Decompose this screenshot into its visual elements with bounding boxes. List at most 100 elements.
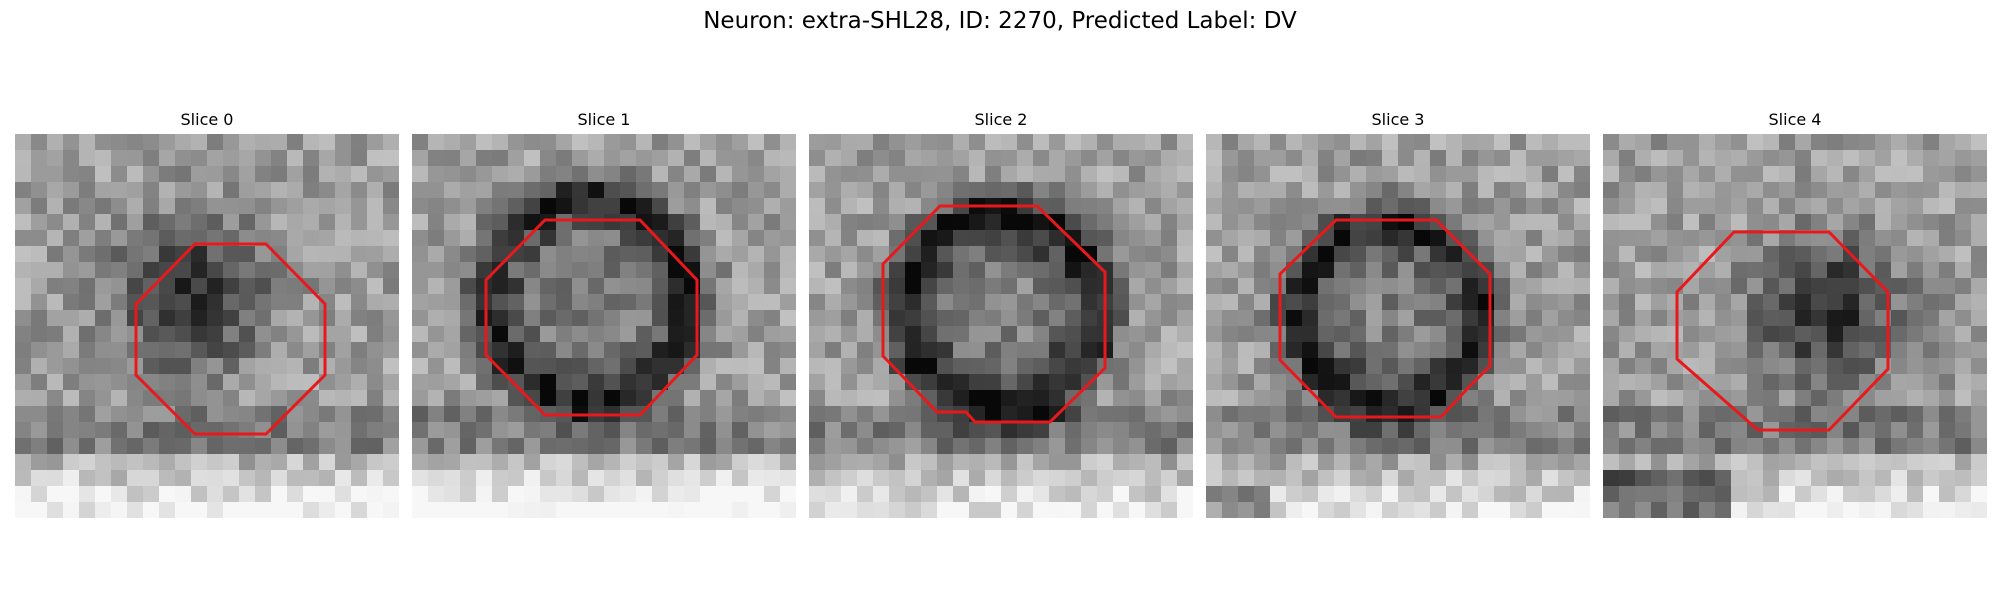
pixel bbox=[271, 502, 287, 518]
pixel bbox=[1651, 134, 1667, 150]
pixel bbox=[31, 438, 47, 454]
pixel bbox=[668, 374, 684, 390]
pixel bbox=[1238, 326, 1254, 342]
pixel bbox=[1667, 246, 1683, 262]
pixel bbox=[524, 374, 540, 390]
pixel bbox=[1065, 470, 1081, 486]
pixel bbox=[1161, 214, 1177, 230]
pixel bbox=[1494, 486, 1510, 502]
pixel bbox=[255, 262, 271, 278]
pixel bbox=[143, 502, 159, 518]
pixel bbox=[1955, 358, 1971, 374]
pixel bbox=[1526, 406, 1542, 422]
pixel bbox=[15, 358, 31, 374]
pixel bbox=[239, 294, 255, 310]
pixel bbox=[556, 326, 572, 342]
pixel bbox=[1683, 406, 1699, 422]
pixel bbox=[303, 326, 319, 342]
pixel bbox=[1891, 182, 1907, 198]
pixel bbox=[1302, 182, 1318, 198]
pixel bbox=[1811, 230, 1827, 246]
pixel bbox=[1254, 182, 1270, 198]
pixel bbox=[1270, 198, 1286, 214]
pixel bbox=[143, 294, 159, 310]
slice-image-4 bbox=[1603, 134, 1987, 518]
pixel bbox=[1510, 214, 1526, 230]
pixel bbox=[31, 310, 47, 326]
pixel bbox=[428, 294, 444, 310]
pixel bbox=[1827, 182, 1843, 198]
pixel bbox=[1811, 262, 1827, 278]
pixel bbox=[1366, 262, 1382, 278]
pixel bbox=[1446, 134, 1462, 150]
pixel bbox=[47, 470, 63, 486]
pixel bbox=[63, 358, 79, 374]
pixel bbox=[1939, 230, 1955, 246]
pixel bbox=[905, 342, 921, 358]
pixel bbox=[1001, 166, 1017, 182]
pixel bbox=[716, 278, 732, 294]
pixel bbox=[1350, 502, 1366, 518]
pixel bbox=[1081, 406, 1097, 422]
pixel bbox=[1177, 246, 1193, 262]
pixel bbox=[492, 182, 508, 198]
pixel bbox=[1222, 342, 1238, 358]
pixel bbox=[1366, 166, 1382, 182]
pixel bbox=[1667, 230, 1683, 246]
pixel bbox=[1619, 342, 1635, 358]
pixel bbox=[1699, 502, 1715, 518]
pixel bbox=[1430, 358, 1446, 374]
pixel bbox=[889, 246, 905, 262]
pixel bbox=[1715, 278, 1731, 294]
pixel bbox=[335, 438, 351, 454]
pixel bbox=[47, 182, 63, 198]
pixel bbox=[1318, 262, 1334, 278]
pixel bbox=[1366, 294, 1382, 310]
pixel bbox=[1222, 486, 1238, 502]
slice-title: Slice 3 bbox=[1371, 110, 1425, 129]
pixel bbox=[1302, 214, 1318, 230]
pixel bbox=[1049, 166, 1065, 182]
pixel bbox=[111, 422, 127, 438]
pixel bbox=[1302, 326, 1318, 342]
pixel bbox=[1651, 406, 1667, 422]
pixel bbox=[652, 294, 668, 310]
pixel bbox=[1113, 454, 1129, 470]
pixel bbox=[1699, 198, 1715, 214]
pixel bbox=[476, 294, 492, 310]
pixel bbox=[383, 374, 399, 390]
pixel bbox=[857, 406, 873, 422]
pixel bbox=[1795, 150, 1811, 166]
pixel bbox=[524, 438, 540, 454]
pixel bbox=[684, 230, 700, 246]
pixel bbox=[748, 262, 764, 278]
pixel bbox=[47, 454, 63, 470]
pixel bbox=[985, 502, 1001, 518]
pixel bbox=[1177, 342, 1193, 358]
pixel bbox=[1113, 486, 1129, 502]
pixel bbox=[1366, 406, 1382, 422]
pixel bbox=[63, 406, 79, 422]
pixel bbox=[1827, 214, 1843, 230]
pixel bbox=[191, 422, 207, 438]
pixel bbox=[1651, 358, 1667, 374]
pixel bbox=[700, 406, 716, 422]
pixel bbox=[1763, 470, 1779, 486]
pixel bbox=[492, 486, 508, 502]
pixel bbox=[508, 246, 524, 262]
pixel bbox=[1526, 390, 1542, 406]
pixel bbox=[1859, 422, 1875, 438]
pixel bbox=[127, 166, 143, 182]
pixel bbox=[604, 454, 620, 470]
pixel bbox=[95, 390, 111, 406]
pixel bbox=[95, 438, 111, 454]
pixel bbox=[1747, 230, 1763, 246]
pixel bbox=[620, 246, 636, 262]
pixel bbox=[1907, 278, 1923, 294]
pixel bbox=[985, 422, 1001, 438]
pixel bbox=[652, 454, 668, 470]
pixel bbox=[1526, 150, 1542, 166]
pixel bbox=[1222, 326, 1238, 342]
pixel bbox=[1859, 230, 1875, 246]
pixel bbox=[111, 502, 127, 518]
